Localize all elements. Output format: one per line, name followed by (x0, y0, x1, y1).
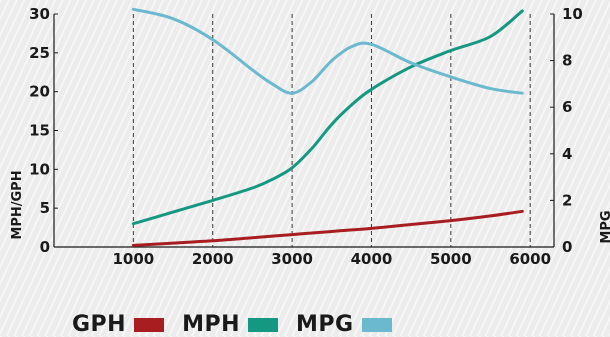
legend-label: MPG (296, 312, 354, 337)
legend-item-gph: GPH (72, 312, 165, 337)
legend-label: GPH (72, 312, 127, 337)
y-right-axis-title: MPG (599, 210, 610, 243)
legend-label: MPH (182, 312, 241, 337)
legend-swatch (248, 318, 279, 332)
series-line-mpg (131, 7, 524, 95)
x-tick-label: 6000 (509, 250, 551, 268)
y-right-tick-label: 6 (562, 98, 572, 116)
y-right-tick-label: 2 (562, 191, 572, 209)
legend-swatch (361, 318, 392, 332)
y-left-tick-label: 20 (29, 83, 50, 101)
y-left-tick-label: 10 (29, 160, 50, 178)
x-tick-label: 5000 (430, 250, 472, 268)
legend-item-mph: MPH (182, 312, 279, 337)
y-right-tick-label: 8 (562, 52, 572, 70)
legend-swatch (134, 318, 165, 332)
y-right-tick-label: 4 (562, 145, 572, 163)
y-right-tick-label: 10 (562, 5, 583, 23)
x-tick-label: 1000 (112, 250, 154, 268)
y-left-tick-label: 25 (29, 44, 50, 62)
series-line-gph (131, 209, 524, 247)
y-left-tick-label: 0 (40, 238, 50, 256)
line-chart: 0 5 10 15 20 25 30 0 2 4 6 8 10 1000 2000 3000 4000 5000 6… (10, 5, 610, 268)
y-left-tick-label: 15 (29, 122, 50, 140)
x-tick-label: 2000 (192, 250, 234, 268)
y-right-tick-label: 0 (562, 238, 572, 256)
y-left-tick-label: 5 (40, 199, 50, 217)
chart-legend: GPH MPH MPG (72, 313, 410, 337)
x-tick-label: 4000 (351, 250, 393, 268)
series-line-mph (131, 9, 524, 226)
y-left-axis-title: MPH/GPH (10, 170, 25, 239)
y-left-tick-label: 30 (29, 5, 50, 23)
x-tick-label: 3000 (271, 250, 313, 268)
legend-item-mpg: MPG (296, 313, 392, 337)
